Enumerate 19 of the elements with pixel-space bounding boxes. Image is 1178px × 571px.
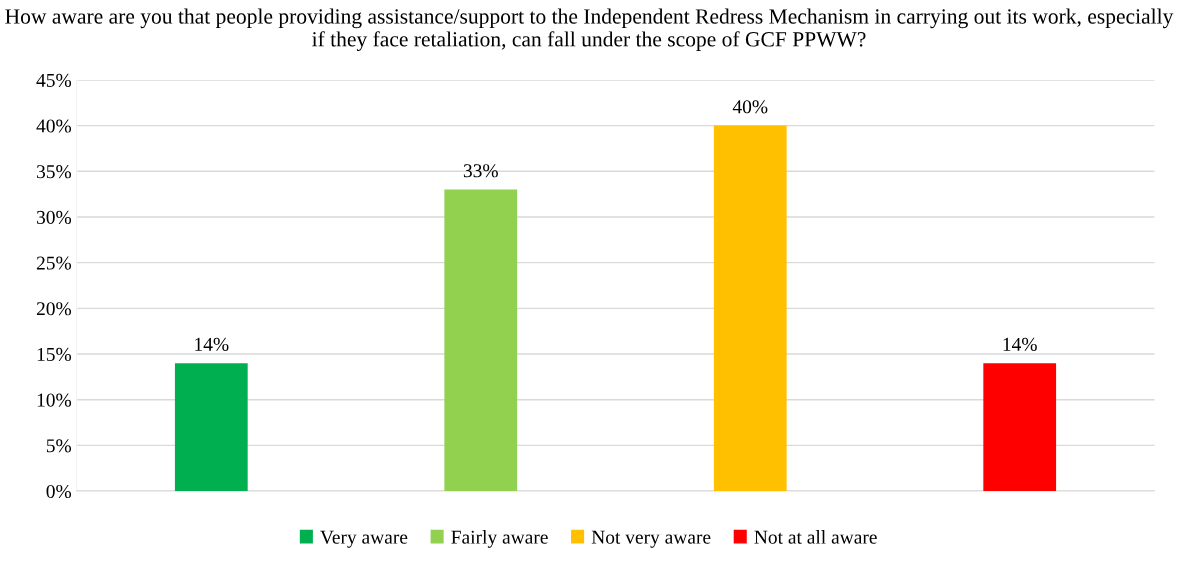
data-label: 14%: [195, 337, 229, 351]
y-tick-label: 35%: [37, 165, 72, 179]
data-label: 33%: [463, 164, 498, 178]
chart-title: How aware are you that people providing assistance/support to the Independent Redress Mechanism in carrying out its work, especially if they face retaliation, can fall under the scope of GCF PPWW?: [5, 8, 1174, 51]
legend-label: Fairly aware: [451, 530, 548, 548]
y-tick-label: 0%: [46, 484, 72, 499]
y-tick-label: 20%: [36, 302, 72, 316]
legend-label: Not very aware: [591, 530, 711, 548]
y-tick-label: 30%: [37, 210, 72, 224]
legend-label: Not at all aware: [754, 530, 877, 544]
legend-label: Very aware: [320, 530, 408, 548]
data-label: 40%: [732, 100, 768, 114]
y-tick-label: 45%: [36, 73, 72, 87]
y-tick-label: 40%: [36, 119, 72, 133]
y-tick-label: 15%: [37, 347, 72, 362]
y-tick-label: 25%: [36, 256, 72, 270]
y-tick-label: 10%: [37, 393, 72, 407]
data-label: 14%: [1003, 337, 1037, 351]
y-tick-label: 5%: [46, 439, 72, 453]
